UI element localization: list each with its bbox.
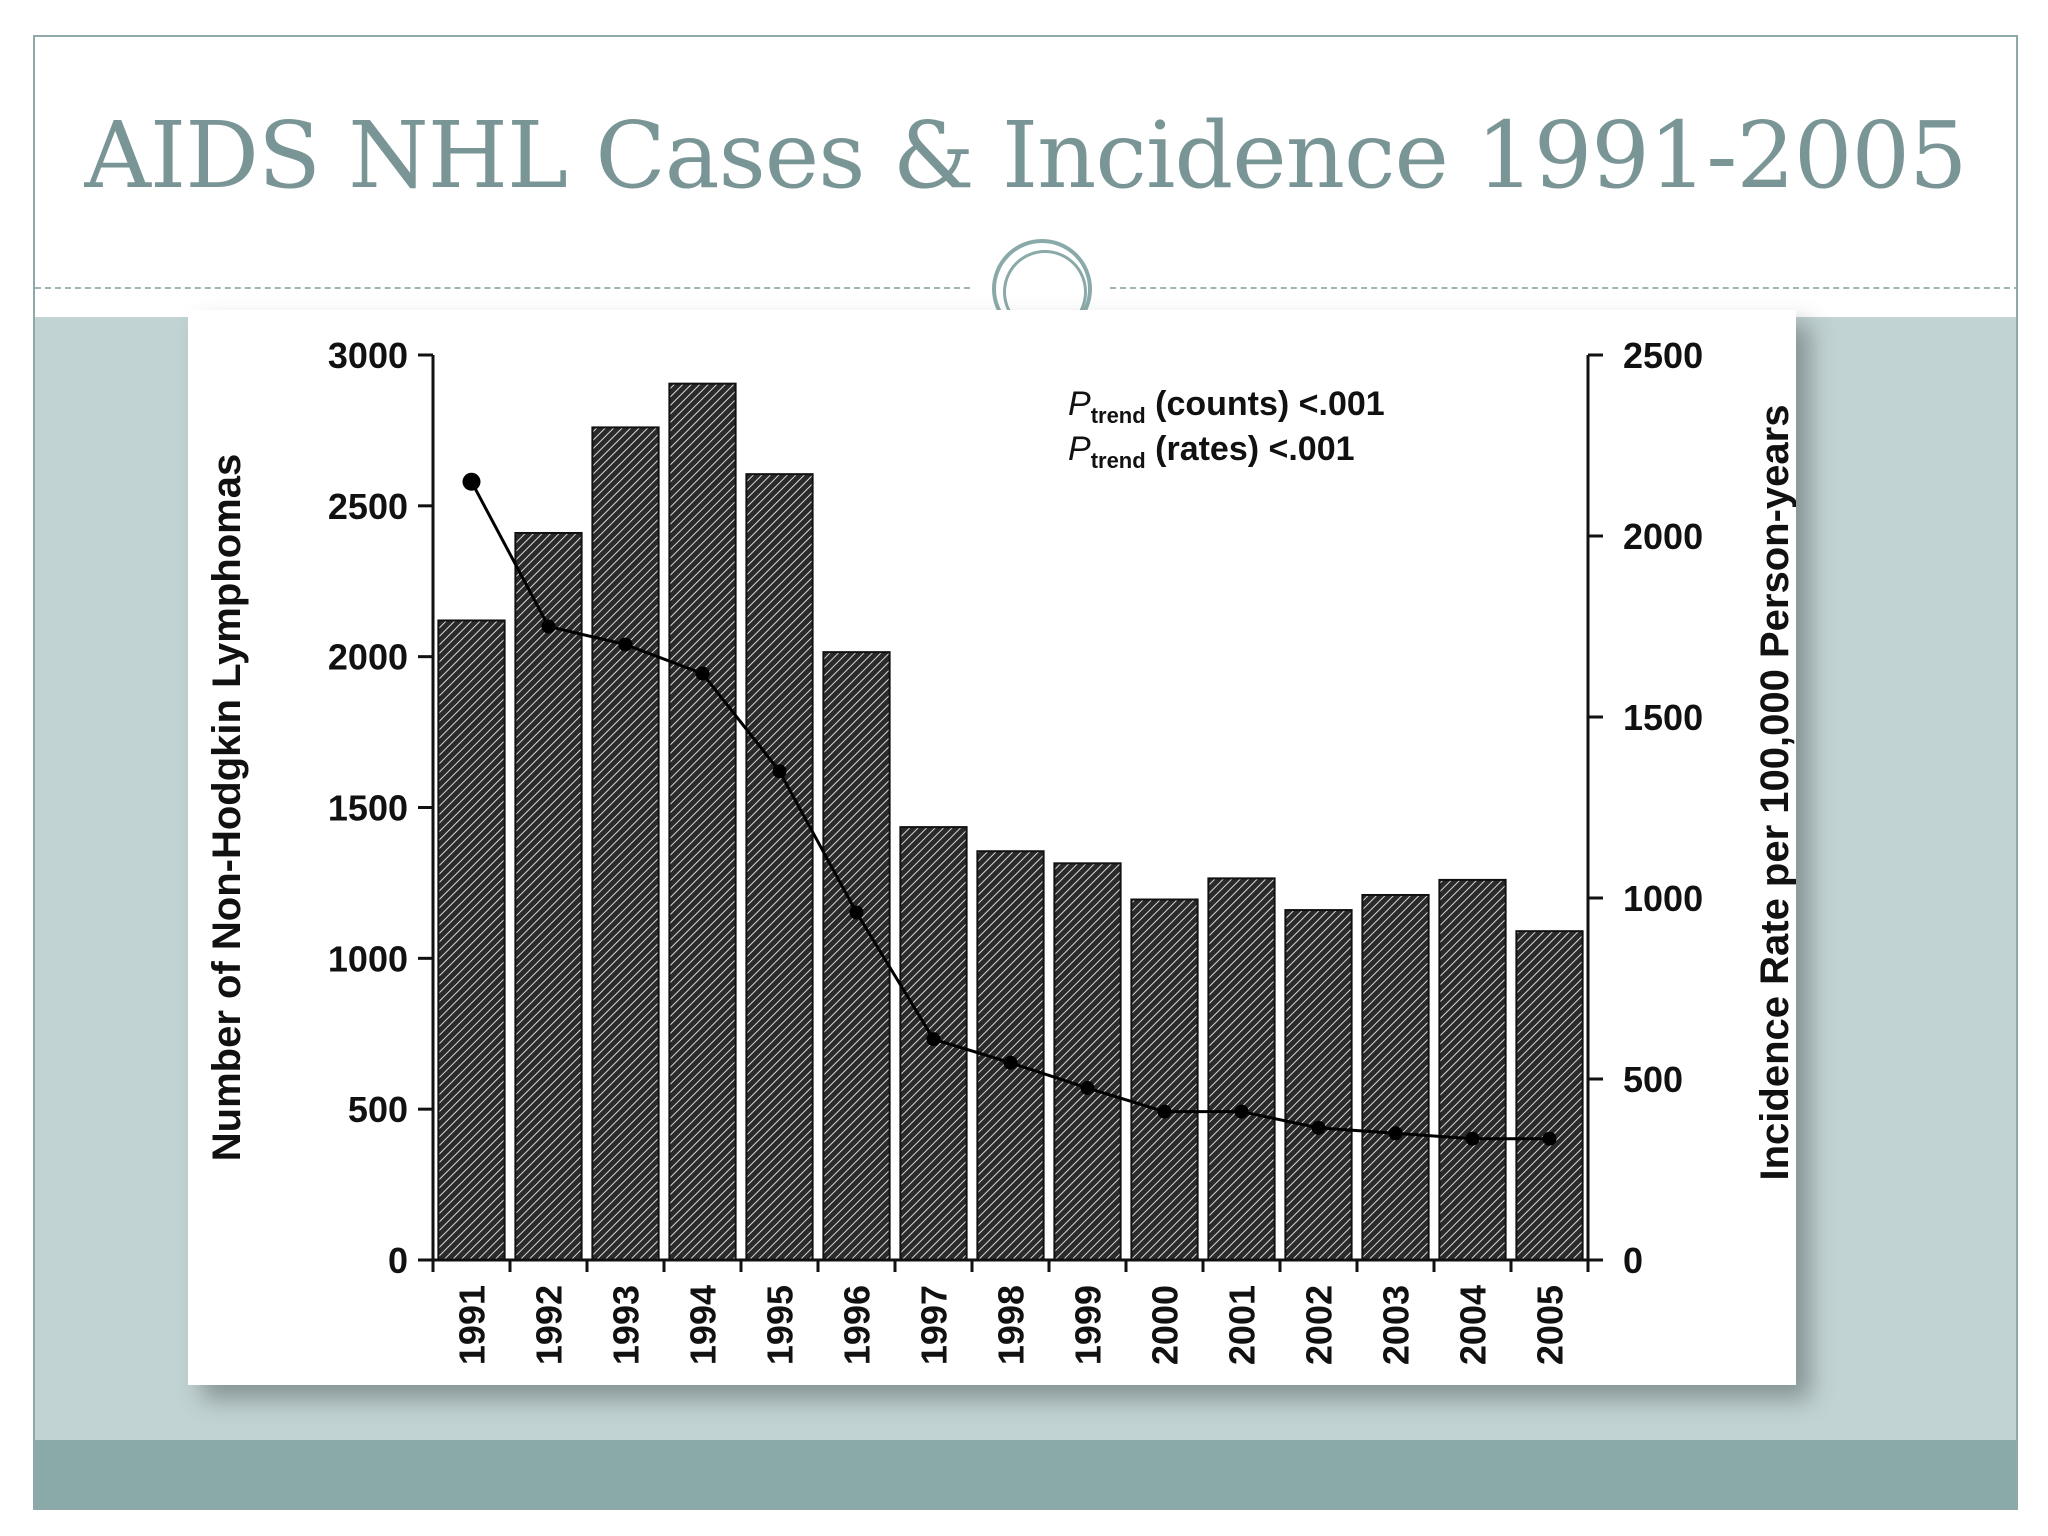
x-tick-label: 1995 (760, 1285, 801, 1365)
rate-point-1995 (772, 764, 787, 779)
bar-1995 (745, 473, 814, 1262)
bar-2005 (1515, 930, 1584, 1262)
x-tick-label: 2005 (1530, 1285, 1571, 1365)
y-tick-label-right: 1000 (1623, 878, 1703, 919)
bar-1993 (591, 426, 660, 1261)
chart: 0 500 1000 1500 2000 2500 3000 0 500 1000 1500 2000… (205, 335, 1797, 1365)
bar-1996 (822, 651, 891, 1261)
rate-point-1997 (926, 1032, 941, 1047)
rate-point-1993 (618, 637, 633, 652)
x-tick-label: 2003 (1376, 1285, 1417, 1365)
title-divider-right (1110, 287, 2016, 289)
x-tick-label: 1991 (452, 1285, 493, 1365)
slide-title: AIDS NHL Cases & Incidence 1991-2005 (84, 102, 1967, 209)
rate-point-2005 (1542, 1131, 1557, 1146)
y-tick-label-left: 3000 (328, 335, 408, 376)
footer-band (35, 1440, 2016, 1508)
y-tick-label-left: 0 (388, 1240, 408, 1281)
x-tick-label: 2001 (1222, 1285, 1263, 1365)
rate-point-2000 (1157, 1104, 1172, 1119)
bar-1992 (514, 531, 583, 1261)
annotation-p: P (1068, 385, 1091, 423)
y-tick-label-left: 1500 (328, 788, 408, 829)
bar-series (437, 382, 1584, 1262)
axes (418, 353, 1603, 1272)
rate-point-2003 (1388, 1126, 1403, 1141)
y-tick-label-left: 500 (348, 1089, 408, 1130)
annotation-subscript: trend (1091, 403, 1146, 428)
y-axis-title-right: Incidence Rate per 100,000 Person-years (1753, 405, 1796, 1181)
y-tick-label-left: 1000 (328, 938, 408, 979)
annotation-text: (counts) <.001 (1146, 385, 1385, 423)
rate-point-1994 (695, 666, 710, 681)
y-axis-title-left: Number of Non-Hodgkin Lymphomas (205, 454, 249, 1161)
y-tick-label-left: 2500 (328, 486, 408, 527)
y-tick-label-right: 0 (1623, 1240, 1643, 1281)
x-tick-label: 1997 (914, 1285, 955, 1365)
x-tick-label: 2004 (1453, 1285, 1494, 1365)
rate-point-2002 (1311, 1120, 1326, 1135)
bar-1994 (668, 382, 737, 1262)
axis-labels: 0 500 1000 1500 2000 2500 3000 0 500 1000 1500 2000… (205, 335, 1797, 1365)
rate-point-1999 (1080, 1081, 1095, 1096)
bar-2001 (1207, 877, 1276, 1261)
rate-point-1991 (462, 472, 481, 491)
annotation-text: (rates) <.001 (1146, 430, 1355, 468)
x-tick-label: 1996 (837, 1285, 878, 1365)
y-tick-label-right: 2500 (1623, 335, 1703, 376)
y-tick-label-right: 500 (1623, 1059, 1683, 1100)
annotation-p: P (1068, 430, 1091, 468)
rate-point-1996 (849, 905, 864, 920)
x-tick-label: 1999 (1068, 1285, 1109, 1365)
x-tick-label: 1998 (991, 1285, 1032, 1365)
rate-line-series (462, 472, 1557, 1146)
rate-point-1998 (1003, 1055, 1018, 1070)
trend-annotation: Ptrend (counts) <.001 (1068, 385, 1385, 428)
bar-2003 (1361, 893, 1430, 1261)
y-tick-label-left: 2000 (328, 637, 408, 678)
x-tick-label: 2002 (1299, 1285, 1340, 1365)
bar-1999 (1053, 862, 1122, 1262)
bar-2004 (1438, 878, 1507, 1262)
annotation-subscript: trend (1091, 448, 1146, 473)
x-tick-label: 1993 (606, 1285, 647, 1365)
rate-point-1992 (541, 619, 556, 634)
title-divider-left (35, 287, 970, 289)
bar-1991 (437, 619, 506, 1261)
rate-point-2004 (1465, 1131, 1480, 1146)
x-tick-label: 1992 (529, 1285, 570, 1365)
trend-annotation: Ptrend (rates) <.001 (1068, 430, 1355, 473)
x-tick-label: 2000 (1145, 1285, 1186, 1365)
x-tick-label: 1994 (683, 1285, 724, 1365)
bar-2000 (1130, 898, 1199, 1262)
chart-card: 0 500 1000 1500 2000 2500 3000 0 500 1000 1500 2000… (188, 310, 1797, 1385)
y-tick-label-right: 1500 (1623, 697, 1703, 738)
bar-2002 (1284, 909, 1353, 1261)
y-tick-label-right: 2000 (1623, 516, 1703, 557)
rate-point-2001 (1234, 1104, 1249, 1119)
